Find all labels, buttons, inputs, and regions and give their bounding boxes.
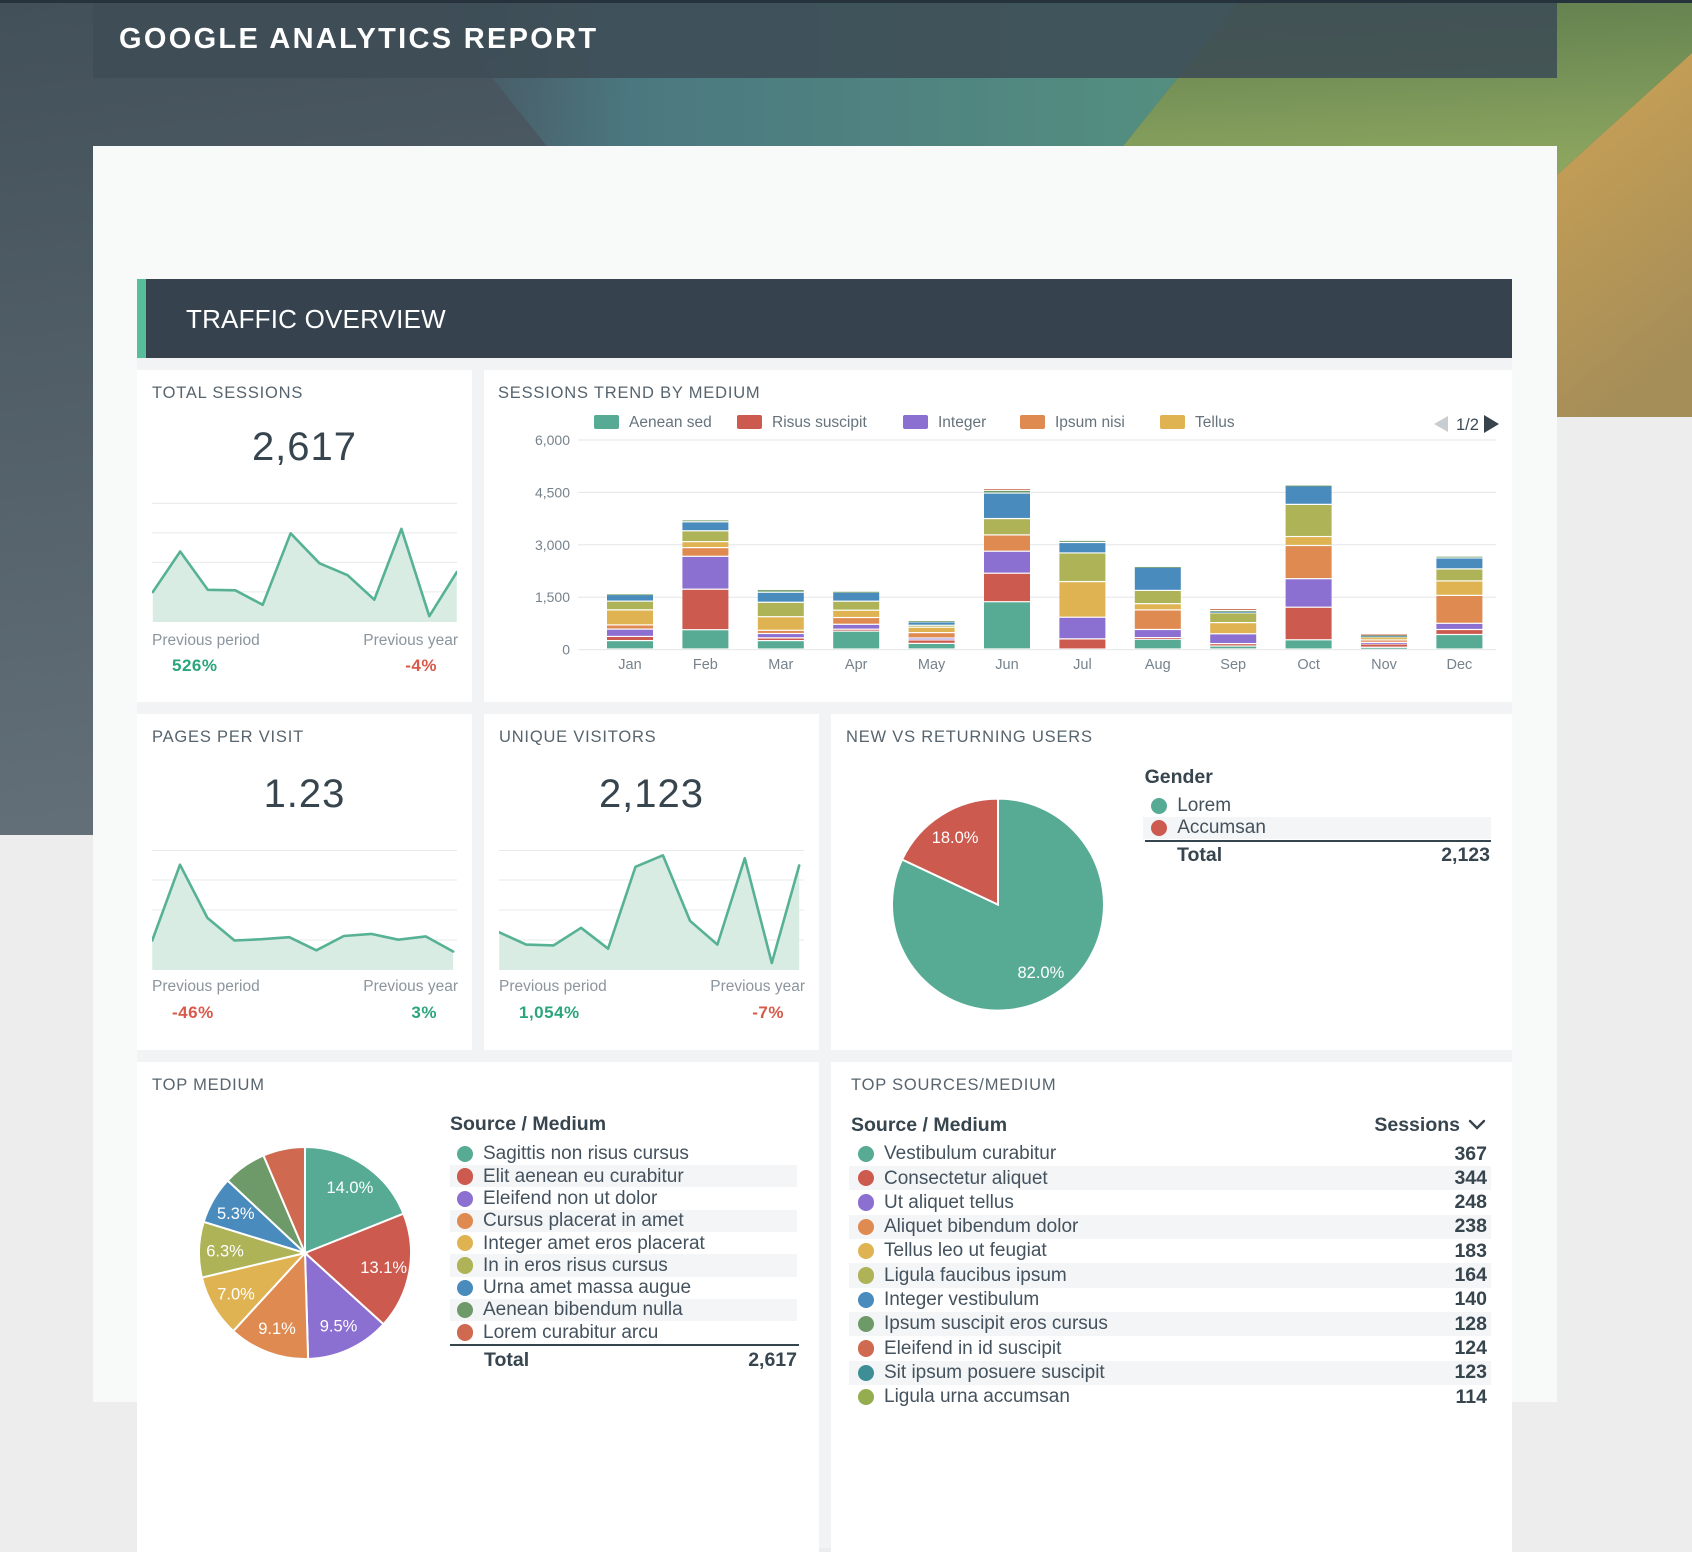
svg-text:0: 0 xyxy=(562,642,570,658)
svg-text:Aug: Aug xyxy=(1145,657,1171,673)
svg-text:Dec: Dec xyxy=(1447,657,1473,673)
svg-text:Oct: Oct xyxy=(1297,657,1320,673)
svg-text:Tellus: Tellus xyxy=(1195,414,1235,431)
svg-text:Feb: Feb xyxy=(693,657,718,673)
svg-text:Ipsum nisi: Ipsum nisi xyxy=(1055,414,1125,431)
svg-text:82.0%: 82.0% xyxy=(1018,964,1065,982)
svg-text:6,000: 6,000 xyxy=(535,432,570,448)
svg-text:9.1%: 9.1% xyxy=(258,1320,296,1338)
svg-text:14.0%: 14.0% xyxy=(327,1179,374,1197)
svg-text:Sep: Sep xyxy=(1220,657,1246,673)
svg-text:13.1%: 13.1% xyxy=(360,1259,407,1277)
svg-text:3,000: 3,000 xyxy=(535,537,570,553)
svg-text:Apr: Apr xyxy=(845,657,868,673)
svg-text:5.3%: 5.3% xyxy=(217,1205,255,1223)
svg-text:Mar: Mar xyxy=(768,657,793,673)
svg-text:Jul: Jul xyxy=(1073,657,1092,673)
svg-text:7.0%: 7.0% xyxy=(217,1286,255,1304)
svg-text:Integer: Integer xyxy=(938,414,986,431)
svg-text:May: May xyxy=(918,657,946,673)
svg-text:9.5%: 9.5% xyxy=(320,1318,358,1336)
svg-text:Jun: Jun xyxy=(995,657,1018,673)
svg-text:1,500: 1,500 xyxy=(535,589,570,605)
svg-text:Jan: Jan xyxy=(618,657,641,673)
svg-text:18.0%: 18.0% xyxy=(932,829,979,847)
svg-text:1/2: 1/2 xyxy=(1456,416,1479,434)
svg-text:4,500: 4,500 xyxy=(535,484,570,500)
svg-text:Risus suscipit: Risus suscipit xyxy=(772,414,867,431)
svg-text:Nov: Nov xyxy=(1371,657,1398,673)
svg-text:Aenean sed: Aenean sed xyxy=(629,414,712,431)
svg-text:6.3%: 6.3% xyxy=(206,1242,244,1260)
